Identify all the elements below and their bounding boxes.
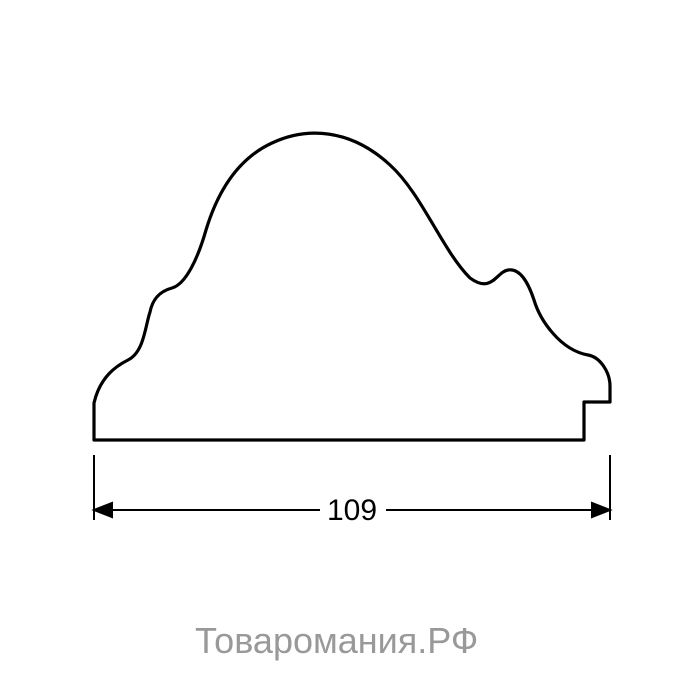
dim-arrow-right xyxy=(592,503,610,517)
dim-label: 109 xyxy=(327,494,377,527)
profile-shape xyxy=(94,133,610,440)
watermark-text: Товаромания.РФ xyxy=(195,620,478,662)
diagram-canvas: 109 xyxy=(0,0,700,700)
dim-arrow-left xyxy=(94,503,112,517)
